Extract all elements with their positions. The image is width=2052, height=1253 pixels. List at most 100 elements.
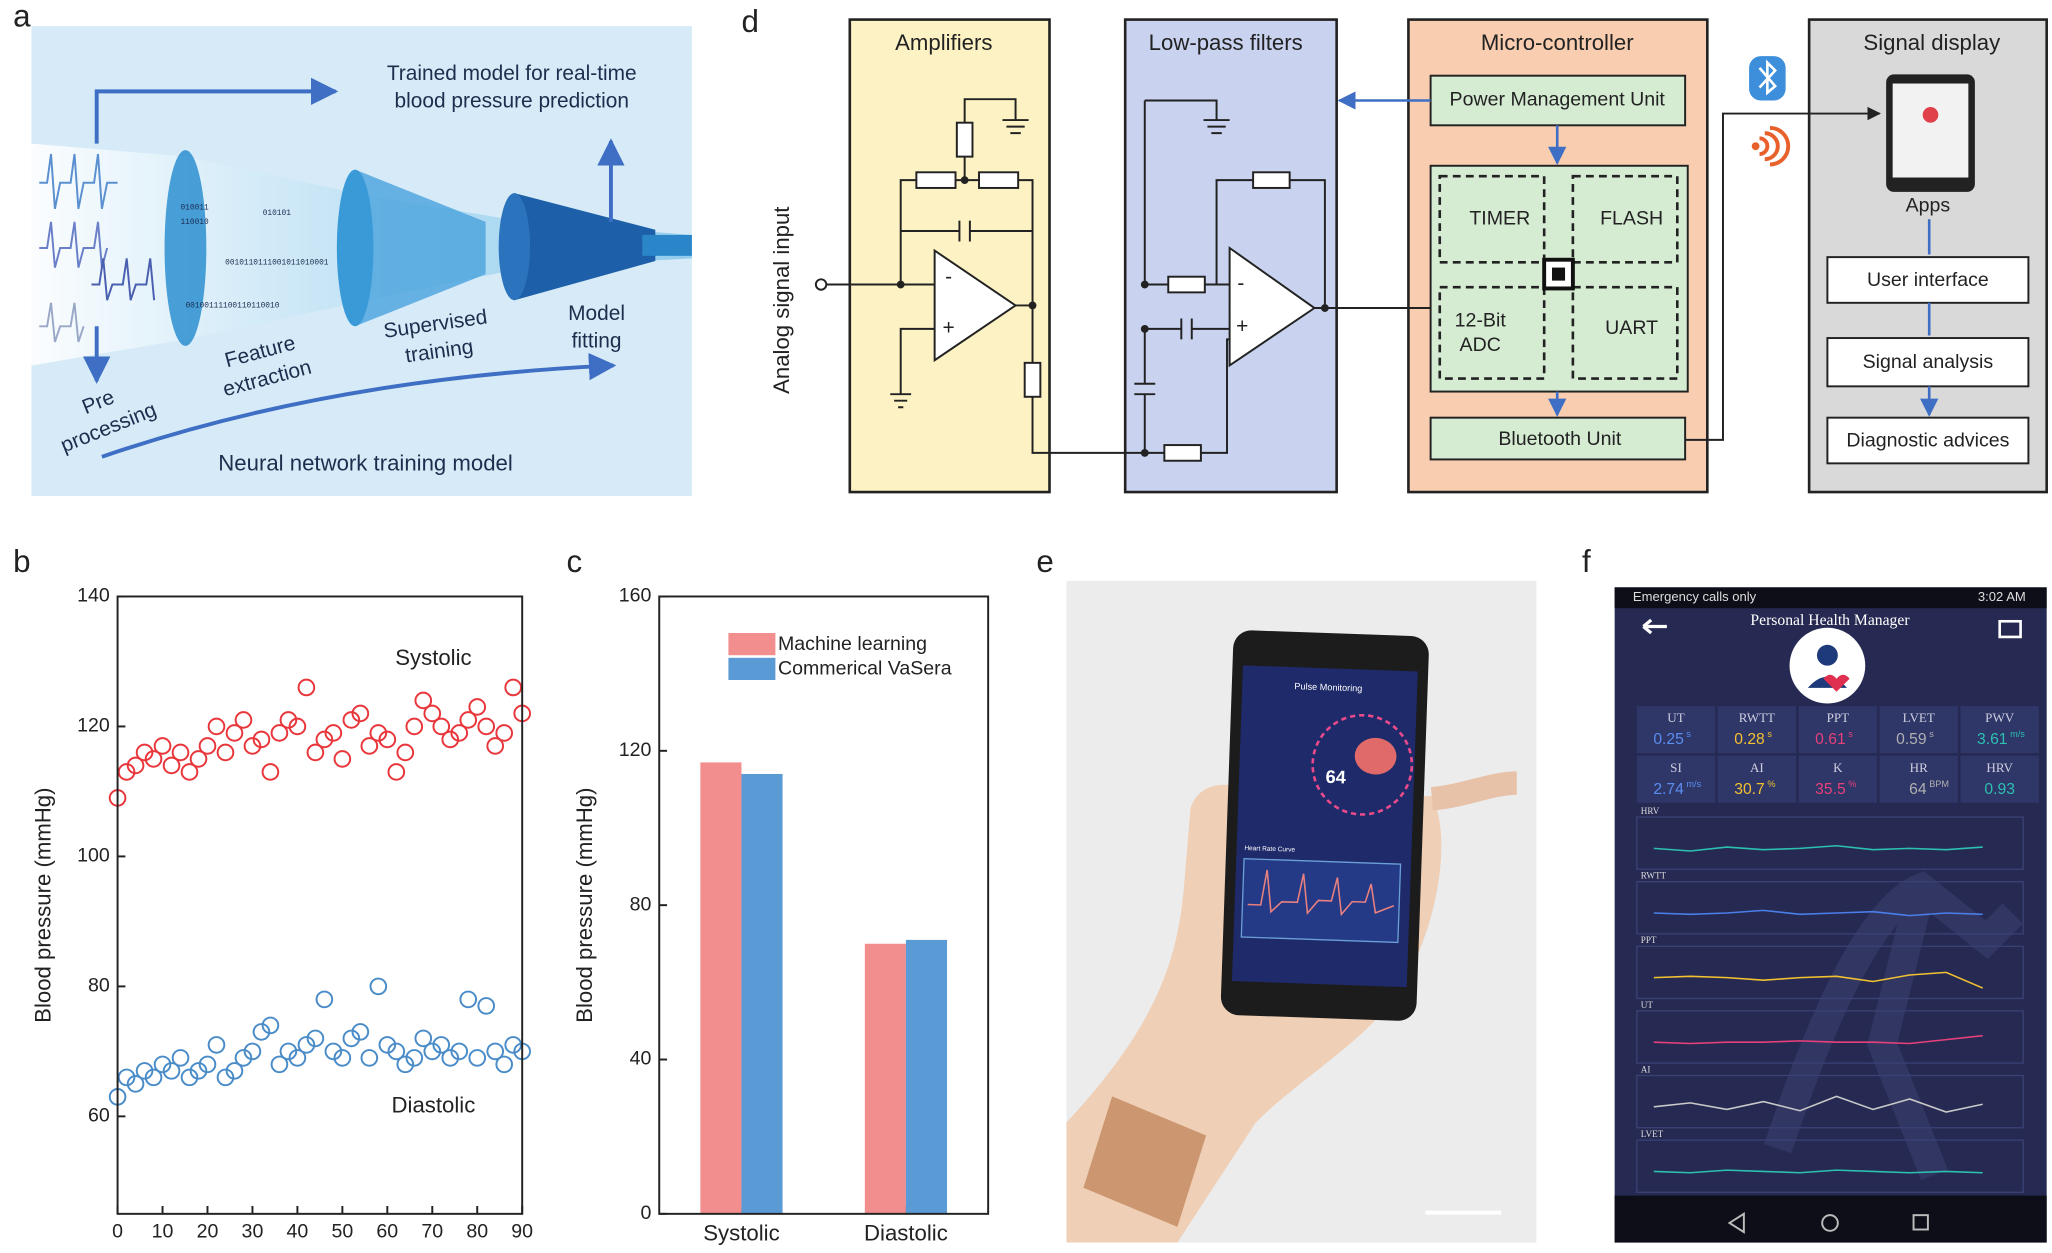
point bbox=[414, 691, 433, 710]
runner-graphic bbox=[1764, 871, 2023, 1181]
point bbox=[369, 977, 388, 996]
point bbox=[252, 1023, 271, 1041]
point bbox=[468, 1049, 487, 1067]
point bbox=[135, 1062, 154, 1080]
y-tick-label: 80 bbox=[88, 975, 110, 997]
nav-recent bbox=[1912, 1214, 1929, 1231]
binary-text: 110010 bbox=[180, 218, 208, 227]
point bbox=[162, 1062, 181, 1080]
point bbox=[225, 724, 244, 742]
panel-e: Pulse Monitoring 64 Heart Rate Curve bbox=[1066, 580, 1537, 1243]
binary-text: 0010110111001011010001 bbox=[225, 258, 329, 267]
metric-cell bbox=[1636, 755, 1716, 803]
trace-strip bbox=[1636, 1010, 2024, 1064]
trace-strip bbox=[1636, 816, 2024, 870]
point bbox=[189, 750, 208, 768]
point bbox=[162, 756, 181, 775]
wire bbox=[1134, 119, 1230, 396]
point bbox=[315, 990, 334, 1009]
point bbox=[216, 1068, 235, 1087]
patch bbox=[1083, 1096, 1207, 1227]
point bbox=[243, 1042, 262, 1061]
panel-letter: d bbox=[741, 4, 758, 39]
trace-strip bbox=[1636, 1139, 2024, 1193]
unit-box bbox=[1826, 337, 2030, 388]
x-tick-label: 10 bbox=[152, 1220, 174, 1242]
point bbox=[441, 1049, 460, 1067]
point bbox=[432, 1036, 451, 1054]
point bbox=[378, 730, 397, 749]
metric-value: 35.5 bbox=[1815, 781, 1846, 798]
trace-line bbox=[1653, 844, 1983, 852]
waveform bbox=[39, 153, 118, 210]
point bbox=[135, 743, 154, 762]
metric-unit: m/s bbox=[1686, 779, 1701, 789]
metric-cell bbox=[1798, 706, 1877, 754]
input-label: Analog signal input bbox=[769, 207, 794, 394]
point bbox=[189, 1062, 208, 1080]
point bbox=[198, 737, 217, 755]
waveform bbox=[39, 221, 109, 268]
annotation: Diastolic bbox=[392, 1093, 476, 1118]
point bbox=[234, 1049, 253, 1067]
node bbox=[960, 176, 969, 185]
point bbox=[405, 717, 424, 736]
point bbox=[207, 717, 226, 736]
y-tick-label: 0 bbox=[641, 1202, 652, 1224]
point bbox=[261, 763, 280, 781]
metric-name: LVET bbox=[1903, 710, 1935, 725]
node bbox=[1140, 324, 1149, 333]
sub-box bbox=[1438, 285, 1546, 380]
y-tick-label: 160 bbox=[619, 585, 652, 607]
point bbox=[504, 678, 523, 697]
unit-box bbox=[1429, 416, 1687, 461]
wireless-icon bbox=[1751, 142, 1760, 151]
point bbox=[459, 711, 478, 729]
trace-strip bbox=[1636, 881, 2024, 935]
plot-frame bbox=[116, 595, 524, 1215]
y-tick-label: 80 bbox=[630, 893, 652, 915]
funnel bbox=[514, 193, 656, 301]
annotation: Trained model for real-time bbox=[387, 62, 637, 85]
bar bbox=[864, 943, 906, 1214]
sub-box bbox=[1438, 174, 1546, 264]
trace-line bbox=[1653, 1034, 1983, 1045]
fingers bbox=[1430, 771, 1518, 811]
share-icon bbox=[1998, 619, 2022, 639]
phone-screen bbox=[1892, 83, 1969, 178]
metric-name: PWV bbox=[1985, 710, 2015, 725]
unit-label: User interface bbox=[1867, 269, 1989, 291]
unit-label: TIMER bbox=[1469, 207, 1530, 229]
metric-name: AI bbox=[1750, 760, 1764, 775]
point bbox=[171, 1049, 190, 1067]
op-amp-sign: - bbox=[945, 266, 952, 289]
metric-value: 0.28 bbox=[1734, 731, 1765, 748]
metric-unit: s bbox=[1848, 729, 1853, 739]
unit-label: Signal analysis bbox=[1863, 351, 1994, 373]
trace-label: AI bbox=[1641, 1064, 1651, 1074]
bluetooth-icon bbox=[1758, 59, 1778, 96]
binary-text: 010011 bbox=[180, 204, 208, 213]
point bbox=[144, 1068, 163, 1087]
y-tick-label: 120 bbox=[77, 715, 110, 737]
metric-unit: s bbox=[1767, 729, 1772, 739]
point bbox=[351, 704, 370, 723]
metric-value: 0.61 bbox=[1815, 731, 1845, 748]
node bbox=[1140, 280, 1149, 289]
status-bar bbox=[1614, 587, 2047, 609]
point bbox=[225, 1062, 244, 1080]
point bbox=[450, 1042, 469, 1061]
x-tick-label: 60 bbox=[376, 1220, 398, 1242]
point bbox=[441, 730, 460, 749]
op-amp-sign: - bbox=[1237, 272, 1244, 295]
metric-name: RWTT bbox=[1739, 710, 1775, 725]
op-amp-sign: + bbox=[942, 316, 954, 339]
point bbox=[180, 763, 199, 781]
trace-label: PPT bbox=[1641, 935, 1657, 945]
heart-curve bbox=[1247, 869, 1395, 917]
point bbox=[423, 1042, 442, 1061]
heart-icon bbox=[1922, 107, 1939, 123]
point bbox=[477, 717, 496, 736]
point bbox=[324, 724, 343, 742]
point bbox=[279, 1042, 298, 1061]
